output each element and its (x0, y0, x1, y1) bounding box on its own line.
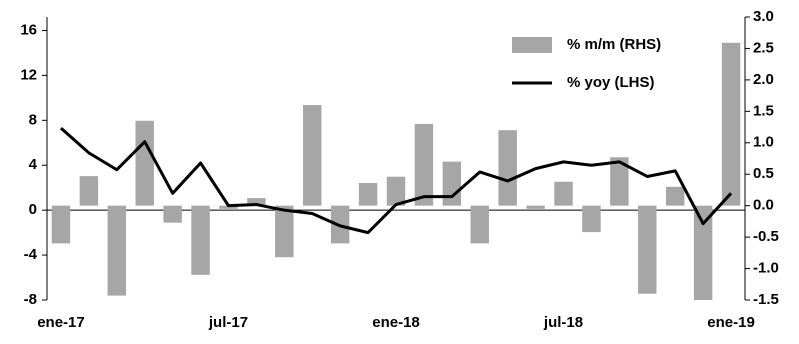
y-tick-label: 4 (29, 156, 38, 173)
y2-tick-label: 0.5 (753, 165, 774, 182)
y2-tick-label: 1.5 (753, 102, 774, 119)
y2-tick-label: 0.0 (753, 197, 774, 214)
y2-tick-label: 2.5 (753, 39, 774, 56)
legend-label: % m/m (RHS) (567, 36, 661, 53)
y2-tick-label: 1.0 (753, 134, 774, 151)
y2-tick-label: 3.0 (753, 8, 774, 25)
bar (386, 176, 406, 206)
bar (554, 181, 573, 206)
x-tick-label: jul-17 (208, 314, 248, 331)
bar (693, 205, 713, 300)
bar (582, 205, 601, 233)
bar (219, 205, 238, 209)
bar (51, 205, 71, 244)
y2-tick-label: -1.5 (753, 291, 779, 308)
bar (275, 205, 294, 258)
bar (247, 198, 266, 206)
bar (442, 161, 462, 206)
bar (107, 205, 127, 296)
y-tick-label: 8 (29, 111, 37, 128)
bar (414, 123, 434, 206)
bar (358, 183, 378, 206)
bar (638, 205, 657, 294)
x-tick-label: ene-17 (37, 314, 85, 331)
line (59, 127, 733, 235)
bar (79, 176, 99, 206)
y-tick-label: -8 (24, 291, 37, 308)
bar (721, 42, 741, 206)
bar (498, 130, 517, 206)
bar (610, 157, 629, 206)
bar (303, 105, 322, 206)
bar (665, 186, 685, 206)
bar (470, 205, 489, 244)
legend-label: % yoy (LHS) (567, 74, 655, 91)
bar (135, 120, 154, 206)
x-tick-label: ene-19 (707, 314, 755, 331)
bar (526, 205, 545, 209)
x-tick-label: ene-18 (372, 314, 420, 331)
y-tick-label: 16 (20, 21, 37, 38)
bar (163, 205, 182, 223)
y-tick-label: 12 (20, 66, 37, 83)
bar (191, 205, 210, 275)
y-tick-label: 0 (29, 201, 37, 218)
y-tick-label: -4 (24, 246, 38, 263)
legend-swatch (512, 37, 552, 53)
y2-tick-label: -0.5 (753, 228, 779, 245)
y2-tick-label: -1.0 (753, 260, 779, 277)
y2-tick-label: 2.0 (753, 71, 774, 88)
x-tick-label: jul-18 (543, 314, 583, 331)
